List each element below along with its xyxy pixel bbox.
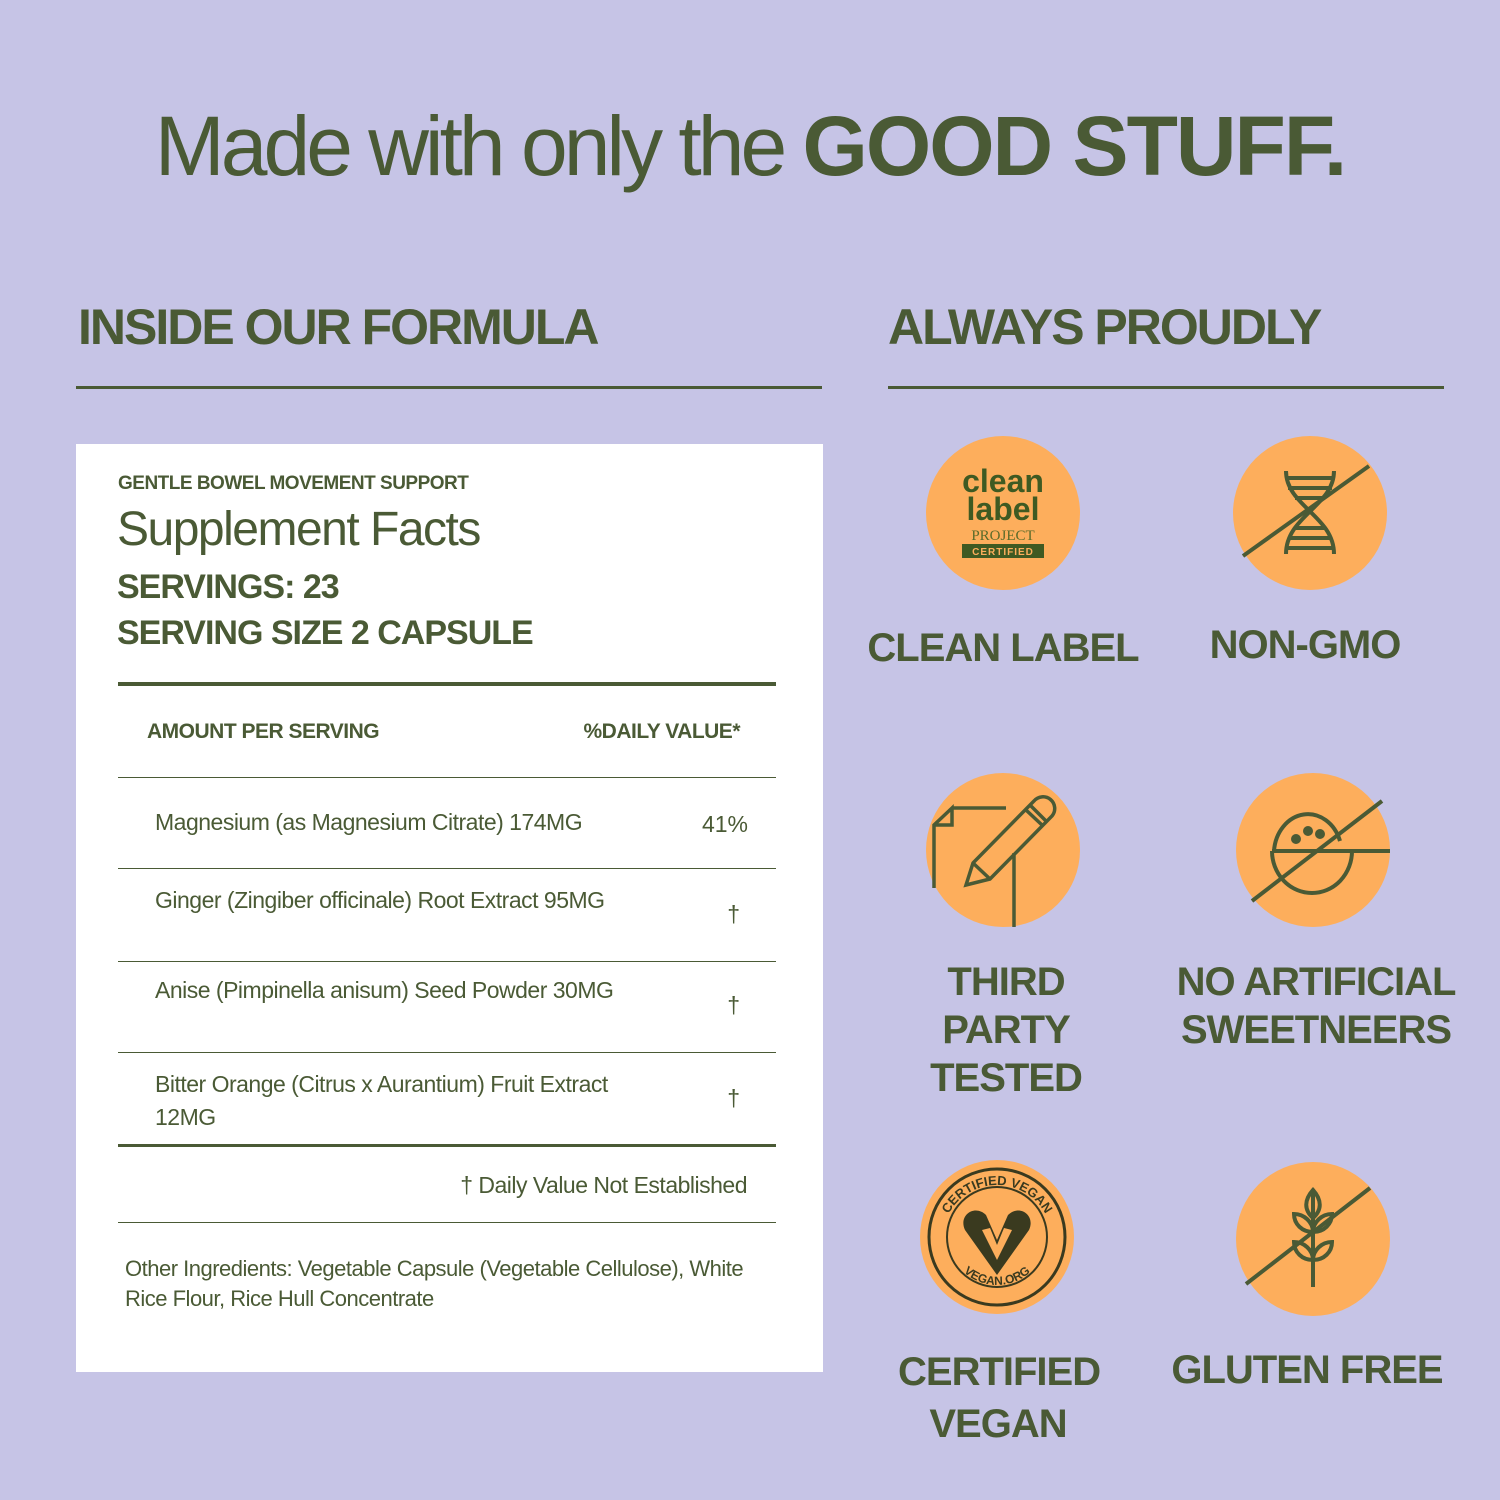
divider	[118, 682, 776, 686]
ingredient-name: Ginger (Zingiber officinale) Root Extrac…	[155, 887, 605, 913]
badge-label: CLEAN LABEL	[867, 626, 1139, 670]
servings: SERVINGS: 23	[117, 568, 340, 606]
certified-vegan-logo: CERTIFIED VEGAN VEGAN.ORG	[920, 1160, 1074, 1314]
ingredient-name: Bitter Orange (Citrus x Aurantium) Fruit…	[155, 1071, 608, 1130]
divider	[888, 386, 1444, 389]
badge-label-text: THIRD PARTY TESTED	[930, 960, 1083, 1100]
supplement-facts-panel: GENTLE BOWEL MOVEMENT SUPPORT Supplement…	[76, 444, 823, 1372]
divider	[118, 1222, 776, 1223]
table-row: Anise (Pimpinella anisum) Seed Powder 30…	[118, 961, 776, 1053]
badge-label-text: NO ARTIFICIAL SWEETNEERS	[1176, 960, 1457, 1052]
daily-value: †	[727, 992, 740, 1018]
badge-label-text: CERTIFIED VEGAN	[898, 1350, 1101, 1446]
svg-text:CERTIFIED: CERTIFIED	[972, 547, 1034, 558]
svg-text:clean: clean	[962, 463, 1044, 499]
footnote: † Daily Value Not Established	[460, 1172, 747, 1198]
badge-label: NO ARTIFICIAL SWEETNEERS	[1156, 958, 1476, 1054]
badge-label: THIRD PARTY TESTED	[846, 958, 1166, 1102]
divider	[118, 1144, 776, 1147]
badge-label: GLUTEN FREE	[1171, 1348, 1443, 1392]
formula-heading: INSIDE OUR FORMULA	[78, 299, 600, 355]
col-daily-value: %DAILY VALUE*	[583, 720, 741, 743]
facts-title: Supplement Facts	[117, 503, 481, 556]
other-ingredients: Other Ingredients: Vegetable Capsule (Ve…	[125, 1256, 744, 1311]
facts-subtitle: GENTLE BOWEL MOVEMENT SUPPORT	[118, 473, 469, 494]
badge-label: CERTIFIED VEGAN	[838, 1346, 1158, 1450]
daily-value: †	[727, 901, 740, 927]
col-amount: AMOUNT PER SERVING	[147, 720, 380, 743]
serving-size: SERVING SIZE 2 CAPSULE	[117, 614, 534, 652]
table-row: Ginger (Zingiber officinale) Root Extrac…	[118, 868, 776, 962]
title-regular: Made with only the	[154, 99, 803, 193]
clean-label-project-logo: clean label PROJECT CERTIFIED	[926, 436, 1080, 590]
page-title: Made with only the GOOD STUFF.	[0, 98, 1500, 195]
pencil-paper-icon	[926, 773, 1080, 927]
daily-value: †	[727, 1085, 740, 1111]
divider	[76, 386, 822, 389]
svg-text:PROJECT: PROJECT	[971, 528, 1034, 544]
table-row: Magnesium (as Magnesium Citrate) 174MG 4…	[118, 777, 776, 869]
ingredient-name: Magnesium (as Magnesium Citrate) 174MG	[155, 809, 583, 835]
daily-value: 41%	[701, 811, 748, 837]
svg-text:label: label	[967, 491, 1040, 527]
ingredient-name: Anise (Pimpinella anisum) Seed Powder 30…	[155, 977, 614, 1003]
dna-crossed-icon	[1233, 436, 1387, 590]
title-bold: GOOD STUFF.	[802, 99, 1348, 193]
badge-label: NON-GMO	[1209, 623, 1402, 667]
table-row: Bitter Orange (Citrus x Aurantium) Fruit…	[118, 1052, 776, 1145]
proudly-heading: ALWAYS PROUDLY	[888, 299, 1322, 355]
sugar-bowl-crossed-icon	[1236, 773, 1390, 927]
wheat-crossed-icon	[1236, 1162, 1390, 1316]
